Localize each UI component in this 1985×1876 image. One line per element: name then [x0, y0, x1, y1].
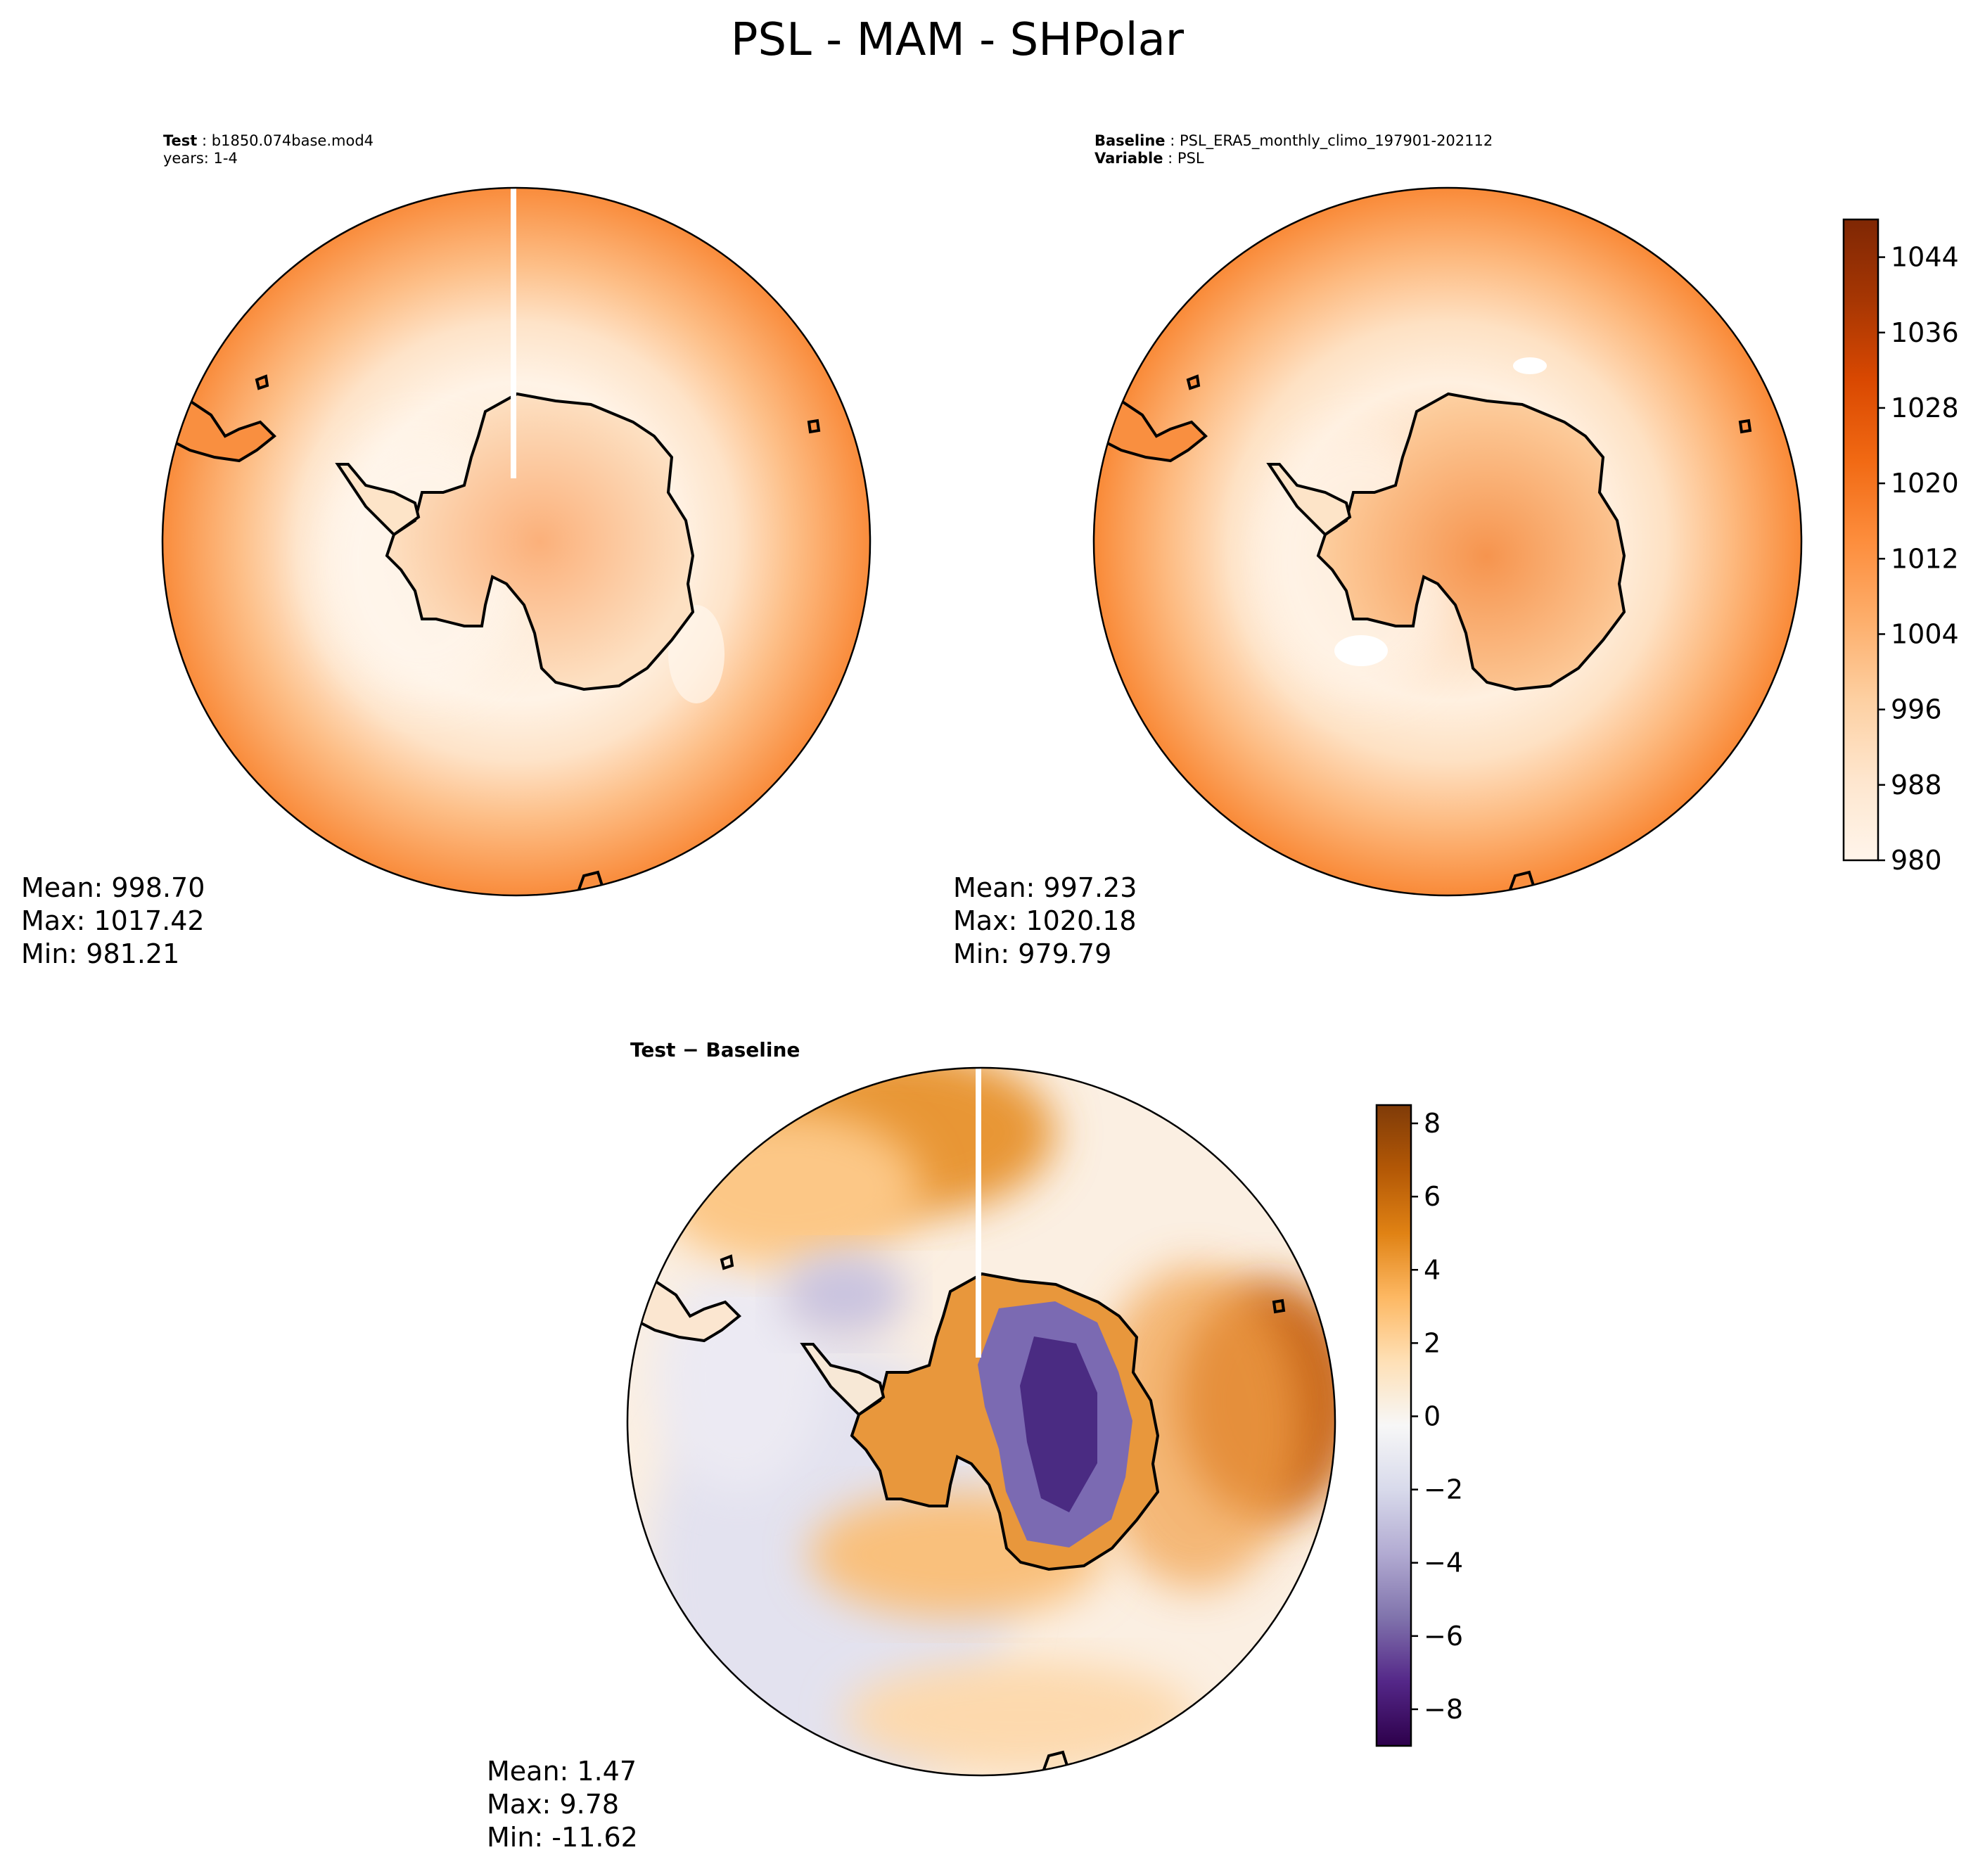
interior-anomaly-core: [1020, 1336, 1097, 1512]
colorbar-difference-tick-label: 6: [1424, 1181, 1441, 1212]
map-boundary: [626, 1066, 1336, 1777]
colorbar-difference-tick-label: −8: [1424, 1694, 1463, 1725]
antarctic-peninsula: [1266, 463, 1352, 537]
panel-header-line-1: Baseline : PSL_ERA5_monthly_climo_197901…: [1094, 132, 1493, 150]
colorbar-psl-tick-label: 980: [1891, 845, 1942, 876]
colorbar-psl-tick-label: 1020: [1891, 468, 1959, 499]
falkland-islands: [255, 374, 269, 390]
colorbar-psl-tick-label: 1012: [1891, 543, 1959, 574]
map-difference: [627, 1068, 1335, 1775]
south-america-tip: [162, 399, 276, 463]
south-america-tip: [627, 1279, 741, 1343]
colorbar-psl-tick-label: 1028: [1891, 393, 1959, 423]
stat-mean: Mean: 1.47: [487, 1756, 637, 1787]
header-label: Baseline: [1094, 132, 1166, 149]
map-test: [162, 188, 870, 895]
colorbar-difference-tick-label: 4: [1424, 1254, 1441, 1285]
colorbar-psl-tick-label: 1044: [1891, 242, 1959, 273]
colorbar-psl: 980 988 996 1004 1012 1020 1028 1036 1044: [1842, 218, 1959, 876]
panel-header-line-2: years: 1-4: [163, 150, 238, 167]
colorbar-psl-tick-label: 988: [1891, 770, 1942, 800]
panel-header-line-1: Test : b1850.074base.mod4: [163, 132, 374, 149]
stats-test: Mean: 998.70 Max: 1017.42 Min: 981.21: [21, 872, 205, 969]
antarctic-peninsula: [800, 1343, 886, 1417]
colorbar-psl-tick-label: 1004: [1891, 618, 1959, 649]
south-america-tip: [1094, 399, 1208, 463]
panel-test: Test : b1850.074base.mod4 years: 1-4 Mea…: [21, 132, 872, 969]
stat-min: Min: 981.21: [21, 938, 179, 969]
header-label: Test: [163, 132, 197, 149]
stat-mean: Mean: 998.70: [21, 872, 205, 903]
stat-min: Min: 979.79: [953, 938, 1111, 969]
header-value: PSL_ERA5_monthly_climo_197901-202112: [1180, 132, 1493, 150]
colorbar-difference-tick-label: −4: [1424, 1548, 1463, 1578]
stat-max: Max: 1020.18: [953, 905, 1137, 936]
figure-title: PSL - MAM - SHPolar: [731, 14, 1185, 66]
antarctic-peninsula: [335, 463, 421, 537]
falkland-islands: [720, 1254, 734, 1270]
colorbar-difference-fill: [1375, 1104, 1412, 1747]
map-boundary: [161, 186, 872, 897]
kerguelen-island: [1738, 419, 1752, 434]
header-value: PSL: [1177, 150, 1204, 167]
stats-baseline: Mean: 997.23 Max: 1020.18 Min: 979.79: [953, 872, 1137, 969]
header-value: b1850.074base.mod4: [212, 132, 374, 149]
falkland-islands: [1186, 374, 1201, 390]
panel-baseline: Baseline : PSL_ERA5_monthly_climo_197901…: [953, 132, 1959, 969]
panel-header-line-1: Test − Baseline: [630, 1038, 800, 1061]
colorbar-difference: −8 −6 −4 −2 0 2 4 6 8: [1375, 1104, 1463, 1747]
kerguelen-island: [807, 419, 821, 434]
panel-difference: Test − Baseline Mean: 1.47 Max:: [487, 1038, 1463, 1853]
colorbar-difference-tick-label: −2: [1424, 1474, 1463, 1505]
panel-header-line-2: Variable : PSL: [1094, 150, 1204, 167]
colorbar-psl-tick-label: 996: [1891, 694, 1942, 725]
colorbar-difference-tick-label: 8: [1424, 1108, 1441, 1139]
map-boundary: [1092, 186, 1803, 897]
colorbar-difference-tick-label: −6: [1424, 1621, 1463, 1652]
colorbar-difference-tick-label: 0: [1424, 1400, 1441, 1431]
header-label: Variable: [1094, 150, 1163, 167]
colorbar-psl-tick-label: 1036: [1891, 317, 1959, 348]
stat-mean: Mean: 997.23: [953, 872, 1137, 903]
stat-max: Max: 9.78: [487, 1789, 619, 1820]
kerguelen-island: [1272, 1298, 1286, 1314]
colorbar-difference-ticks: −8 −6 −4 −2 0 2 4 6 8: [1411, 1108, 1463, 1725]
colorbar-difference-tick-label: 2: [1424, 1327, 1441, 1358]
colorbar-psl-fill: [1842, 218, 1879, 862]
stats-difference: Mean: 1.47 Max: 9.78 Min: -11.62: [487, 1756, 638, 1853]
seam-line: [511, 188, 516, 478]
stat-max: Max: 1017.42: [21, 905, 205, 936]
colorbar-psl-ticks: 980 988 996 1004 1012 1020 1028 1036 1044: [1878, 242, 1959, 876]
map-baseline: [1094, 188, 1801, 895]
stat-min: Min: -11.62: [487, 1822, 638, 1853]
seam-line: [976, 1068, 981, 1358]
